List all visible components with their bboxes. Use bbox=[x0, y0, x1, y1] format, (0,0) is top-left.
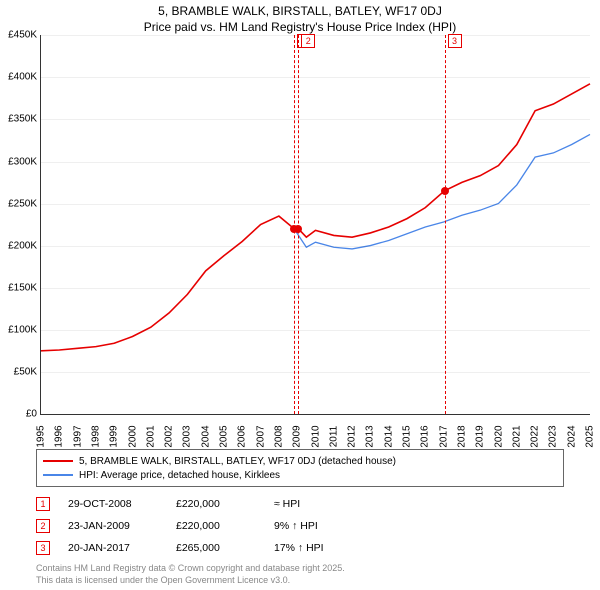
sales-table: 1 29-OCT-2008 £220,000 ≈ HPI 2 23-JAN-2009 £22… bbox=[36, 493, 564, 559]
sale-marker-box: 2 bbox=[301, 34, 315, 48]
sale-marker-line bbox=[445, 35, 446, 414]
chart-lines bbox=[41, 35, 590, 414]
y-tick-label: £150K bbox=[1, 282, 37, 293]
chart-title: 5, BRAMBLE WALK, BIRSTALL, BATLEY, WF17 … bbox=[0, 0, 600, 35]
x-tick-label: 1996 bbox=[54, 426, 65, 448]
x-tick-label: 2000 bbox=[127, 426, 138, 448]
sales-row-price: £265,000 bbox=[176, 542, 256, 554]
x-tick-label: 2008 bbox=[273, 426, 284, 448]
sales-row-date: 29-OCT-2008 bbox=[68, 498, 158, 510]
sale-marker-dot bbox=[294, 225, 302, 233]
sales-row: 3 20-JAN-2017 £265,000 17% ↑ HPI bbox=[36, 537, 564, 559]
y-tick-label: £100K bbox=[1, 324, 37, 335]
y-gridline bbox=[41, 162, 590, 163]
legend-row: 5, BRAMBLE WALK, BIRSTALL, BATLEY, WF17 … bbox=[43, 454, 557, 468]
legend-row: HPI: Average price, detached house, Kirk… bbox=[43, 468, 557, 482]
sales-row-price: £220,000 bbox=[176, 498, 256, 510]
x-tick-label: 2023 bbox=[548, 426, 559, 448]
sales-row-date: 20-JAN-2017 bbox=[68, 542, 158, 554]
plot-area: £0£50K£100K£150K£200K£250K£300K£350K£400… bbox=[40, 35, 590, 415]
sales-row-delta: 9% ↑ HPI bbox=[274, 520, 318, 532]
x-tick-label: 2013 bbox=[365, 426, 376, 448]
footer-line-1: Contains HM Land Registry data © Crown c… bbox=[36, 563, 564, 575]
title-line-1: 5, BRAMBLE WALK, BIRSTALL, BATLEY, WF17 … bbox=[0, 4, 600, 20]
x-tick-label: 2003 bbox=[182, 426, 193, 448]
y-tick-label: £400K bbox=[1, 72, 37, 83]
y-tick-label: £250K bbox=[1, 198, 37, 209]
legend-label: 5, BRAMBLE WALK, BIRSTALL, BATLEY, WF17 … bbox=[79, 456, 396, 467]
sales-row: 1 29-OCT-2008 £220,000 ≈ HPI bbox=[36, 493, 564, 515]
x-tick-label: 2025 bbox=[585, 426, 596, 448]
legend-swatch bbox=[43, 474, 73, 476]
x-tick-label: 2019 bbox=[475, 426, 486, 448]
title-line-2: Price paid vs. HM Land Registry's House … bbox=[0, 20, 600, 36]
x-tick-label: 2006 bbox=[237, 426, 248, 448]
x-tick-label: 1998 bbox=[90, 426, 101, 448]
x-tick-label: 2001 bbox=[145, 426, 156, 448]
x-tick-label: 2004 bbox=[200, 426, 211, 448]
x-tick-label: 2016 bbox=[420, 426, 431, 448]
x-tick-label: 2009 bbox=[292, 426, 303, 448]
sales-row-number-box: 2 bbox=[36, 519, 50, 533]
footer-attribution: Contains HM Land Registry data © Crown c… bbox=[36, 563, 564, 586]
y-gridline bbox=[41, 35, 590, 36]
y-gridline bbox=[41, 246, 590, 247]
x-tick-label: 2007 bbox=[255, 426, 266, 448]
sales-row-number-box: 3 bbox=[36, 541, 50, 555]
x-tick-label: 2024 bbox=[566, 426, 577, 448]
legend-label: HPI: Average price, detached house, Kirk… bbox=[79, 470, 280, 481]
x-tick-label: 2005 bbox=[219, 426, 230, 448]
x-tick-label: 2021 bbox=[511, 426, 522, 448]
y-gridline bbox=[41, 119, 590, 120]
x-tick-label: 2002 bbox=[164, 426, 175, 448]
sales-row-number-box: 1 bbox=[36, 497, 50, 511]
y-gridline bbox=[41, 372, 590, 373]
y-gridline bbox=[41, 330, 590, 331]
x-tick-label: 2014 bbox=[383, 426, 394, 448]
x-tick-label: 2020 bbox=[493, 426, 504, 448]
x-tick-label: 2015 bbox=[402, 426, 413, 448]
x-tick-label: 2017 bbox=[438, 426, 449, 448]
x-tick-label: 2018 bbox=[456, 426, 467, 448]
y-tick-label: £50K bbox=[1, 367, 37, 378]
y-tick-label: £0 bbox=[1, 409, 37, 420]
footer-line-2: This data is licensed under the Open Gov… bbox=[36, 575, 564, 587]
sale-marker-box: 3 bbox=[448, 34, 462, 48]
x-tick-label: 2022 bbox=[530, 426, 541, 448]
sales-row-price: £220,000 bbox=[176, 520, 256, 532]
sales-row-delta: 17% ↑ HPI bbox=[274, 542, 324, 554]
y-tick-label: £200K bbox=[1, 240, 37, 251]
y-gridline bbox=[41, 204, 590, 205]
y-gridline bbox=[41, 288, 590, 289]
legend: 5, BRAMBLE WALK, BIRSTALL, BATLEY, WF17 … bbox=[36, 449, 564, 487]
legend-swatch bbox=[43, 460, 73, 462]
series-price_paid bbox=[41, 84, 590, 351]
x-tick-label: 1997 bbox=[72, 426, 83, 448]
y-tick-label: £300K bbox=[1, 156, 37, 167]
sales-row-date: 23-JAN-2009 bbox=[68, 520, 158, 532]
y-tick-label: £350K bbox=[1, 114, 37, 125]
x-tick-label: 2010 bbox=[310, 426, 321, 448]
sale-marker-dot bbox=[441, 187, 449, 195]
x-tick-label: 2011 bbox=[328, 426, 339, 448]
x-tick-label: 2012 bbox=[347, 426, 358, 448]
y-gridline bbox=[41, 77, 590, 78]
x-tick-label: 1999 bbox=[109, 426, 120, 448]
sales-row: 2 23-JAN-2009 £220,000 9% ↑ HPI bbox=[36, 515, 564, 537]
sales-row-delta: ≈ HPI bbox=[274, 498, 300, 510]
x-tick-label: 1995 bbox=[36, 426, 47, 448]
y-tick-label: £450K bbox=[1, 30, 37, 41]
